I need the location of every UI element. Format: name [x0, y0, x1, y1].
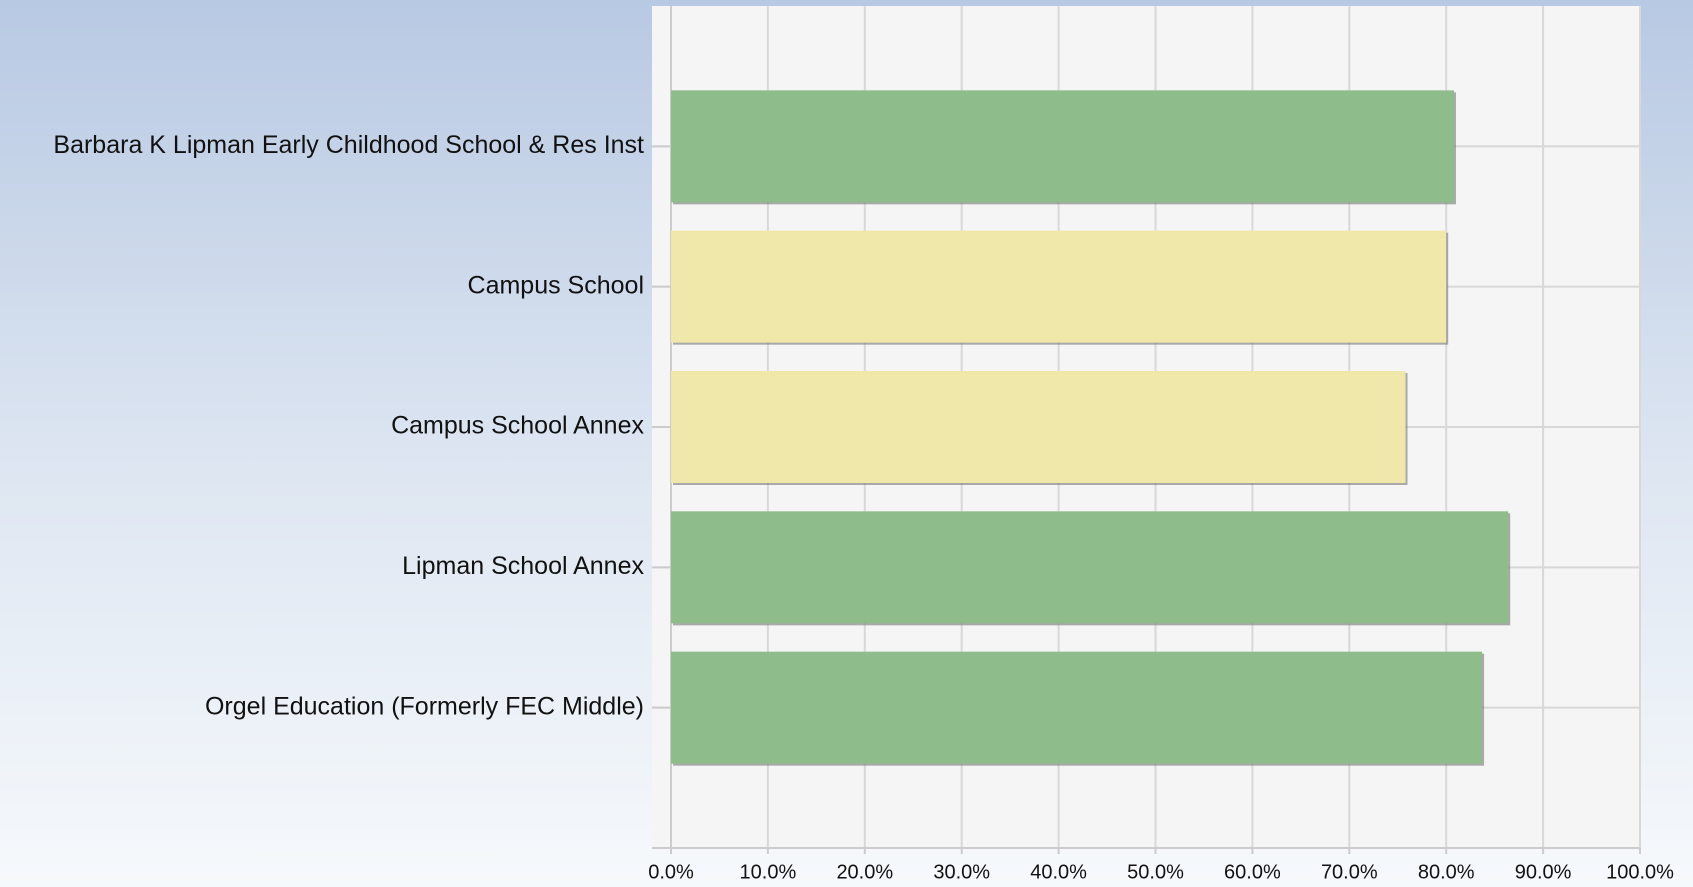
- x-tick-label: 20.0%: [836, 861, 893, 883]
- y-tick-label: Barbara K Lipman Early Childhood School …: [53, 131, 644, 159]
- x-tick-label: 10.0%: [740, 861, 797, 883]
- x-tick-label: 70.0%: [1321, 861, 1378, 883]
- x-tick-label: 90.0%: [1515, 861, 1572, 883]
- x-tick-label: 0.0%: [648, 861, 694, 883]
- y-tick-label: Campus School Annex: [391, 412, 644, 440]
- bar: [671, 90, 1454, 203]
- x-tick-label: 60.0%: [1224, 861, 1281, 883]
- bar: [671, 651, 1483, 764]
- y-tick-label: Campus School: [468, 271, 644, 299]
- y-tick-label: Lipman School Annex: [402, 552, 644, 580]
- y-tick-label: Orgel Education (Formerly FEC Middle): [205, 692, 644, 720]
- x-tick-label: 30.0%: [933, 861, 990, 883]
- x-tick-label: 80.0%: [1418, 861, 1475, 883]
- x-tick-label: 40.0%: [1030, 861, 1087, 883]
- bar: [671, 511, 1509, 624]
- bar: [671, 230, 1447, 343]
- x-tick-label: 50.0%: [1127, 861, 1184, 883]
- bar: [671, 371, 1406, 483]
- x-tick-label: 100.0%: [1606, 861, 1674, 883]
